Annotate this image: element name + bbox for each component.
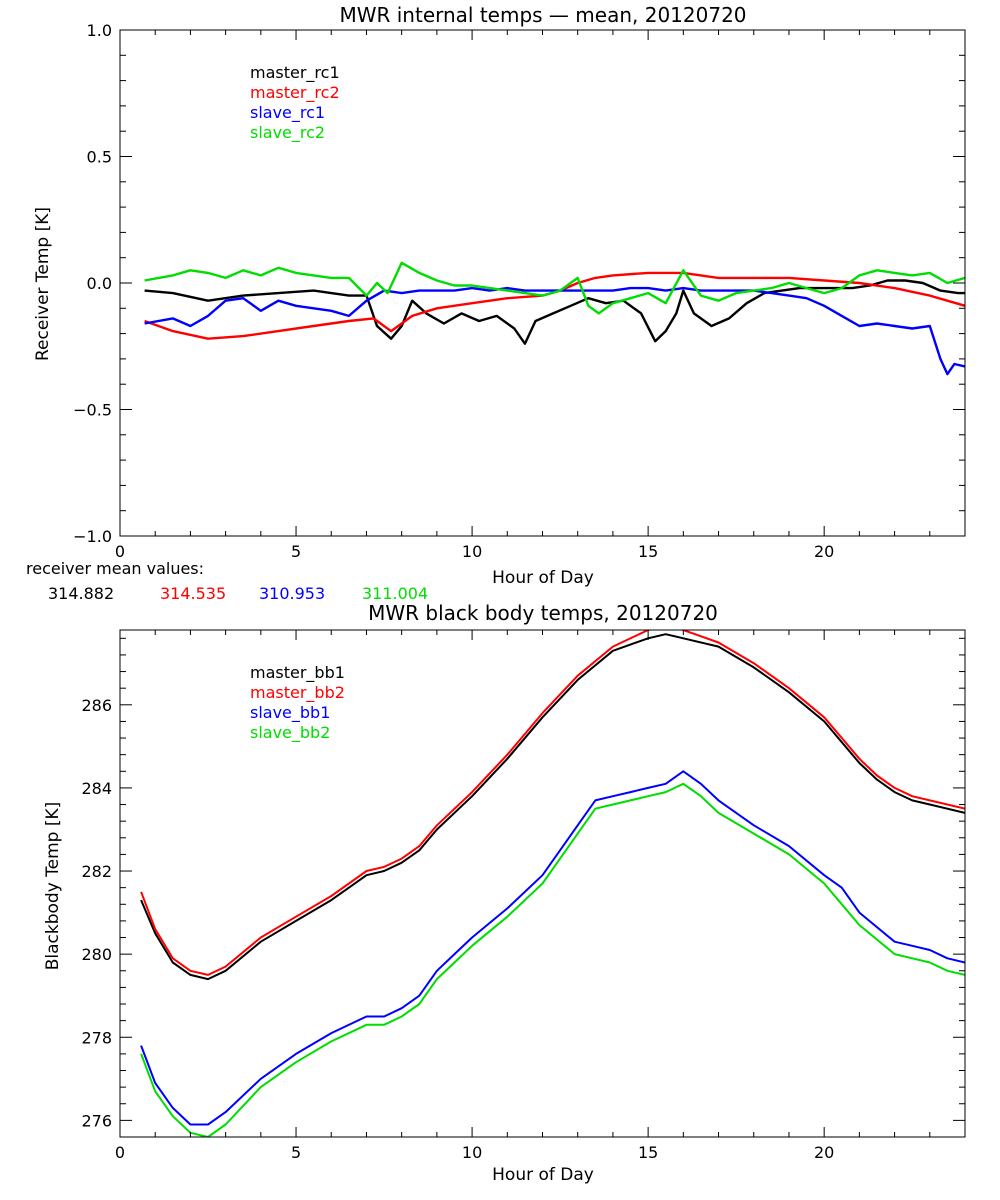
x-tick-label: 10 — [462, 542, 482, 561]
receiver-mean-value-slave-rc1: 310.953 — [259, 584, 325, 603]
x-tick-label: 20 — [814, 1143, 834, 1162]
y-axis-label-top: Receiver Temp [K] — [33, 207, 53, 361]
y-tick-label: 284 — [81, 779, 112, 798]
y-tick-label: 282 — [81, 862, 112, 881]
receiver-mean-block: receiver mean values: 314.882 314.535 31… — [26, 559, 428, 603]
receiver-mean-value-master-rc2: 314.535 — [160, 584, 226, 603]
chart-title-top: MWR internal temps — mean, 20120720 — [339, 3, 746, 27]
legend-entry-master-rc2: master_rc2 — [250, 83, 340, 103]
receiver-mean-label: receiver mean values: — [26, 559, 204, 578]
x-axis-label-top: Hour of Day — [492, 568, 594, 588]
y-tick-label: 280 — [81, 945, 112, 964]
series-line-slave-rc1 — [144, 286, 965, 376]
series-line-slave-bb2 — [140, 782, 965, 1137]
legend-entry-master-bb2: master_bb2 — [250, 683, 345, 703]
blackbody-temp-chart: MWR black body temps, 20120720 Hour of D… — [43, 601, 966, 1185]
x-tick-label: 15 — [638, 1143, 658, 1162]
x-tick-label: 10 — [462, 1143, 482, 1162]
x-tick-label: 5 — [291, 1143, 301, 1162]
y-tick-label: 0.0 — [87, 274, 112, 293]
y-tick-label: 276 — [81, 1111, 112, 1130]
plot-frame-top — [119, 29, 966, 537]
y-axis-label-bottom: Blackbody Temp [K] — [43, 802, 63, 971]
x-tick-label: 5 — [291, 542, 301, 561]
series-line-master-bb2 — [140, 630, 965, 976]
legend-entry-slave-rc1: slave_rc1 — [250, 103, 325, 123]
x-tick-label: 20 — [814, 542, 834, 561]
legend-entry-slave-rc2: slave_rc2 — [250, 123, 325, 143]
legend-entry-slave-bb1: slave_bb1 — [250, 703, 330, 723]
series-line-slave-rc2 — [144, 261, 965, 315]
receiver-mean-value-master-rc1: 314.882 — [48, 584, 114, 603]
receiver-mean-value-slave-rc2: 311.004 — [362, 584, 428, 603]
y-tick-label: −0.5 — [73, 401, 112, 420]
legend-entry-master-bb1: master_bb1 — [250, 663, 345, 683]
y-tick-label: −1.0 — [73, 527, 112, 546]
y-tick-label: 0.5 — [87, 148, 112, 167]
receiver-temp-chart: MWR internal temps — mean, 20120720 Hour… — [33, 3, 966, 588]
series-line-slave-bb1 — [140, 770, 965, 1126]
y-tick-label: 278 — [81, 1028, 112, 1047]
y-tick-label: 286 — [81, 696, 112, 715]
x-tick-label: 0 — [115, 1143, 125, 1162]
x-tick-label: 15 — [638, 542, 658, 561]
chart-title-bottom: MWR black body temps, 20120720 — [368, 601, 718, 625]
series-line-master-bb1 — [140, 633, 965, 981]
x-axis-label-bottom: Hour of Day — [492, 1165, 594, 1185]
legend-entry-slave-bb2: slave_bb2 — [250, 723, 330, 743]
legend-entry-master-rc1: master_rc1 — [250, 63, 340, 83]
y-tick-label: 1.0 — [87, 21, 112, 40]
x-tick-label: 0 — [115, 542, 125, 561]
